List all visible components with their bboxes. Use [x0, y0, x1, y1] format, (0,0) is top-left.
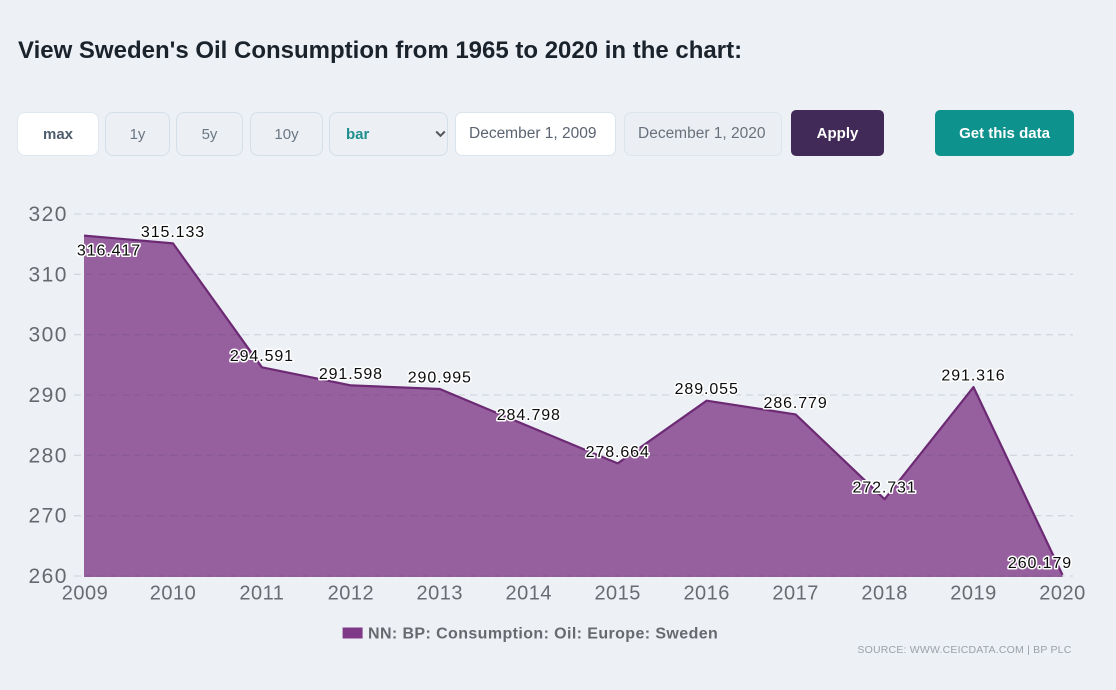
svg-text:315.133: 315.133	[141, 224, 205, 241]
svg-text:278.664: 278.664	[586, 444, 650, 461]
svg-text:2017: 2017	[772, 583, 819, 605]
svg-text:289.055: 289.055	[675, 381, 739, 398]
svg-text:2012: 2012	[328, 583, 375, 605]
svg-text:290.995: 290.995	[408, 370, 472, 387]
svg-text:260.179: 260.179	[1008, 555, 1072, 572]
svg-text:316.417: 316.417	[77, 243, 141, 260]
svg-text:2019: 2019	[950, 583, 997, 605]
svg-text:2014: 2014	[506, 583, 553, 605]
svg-text:2011: 2011	[239, 583, 284, 605]
svg-text:300: 300	[28, 324, 68, 347]
svg-text:2020: 2020	[1039, 583, 1086, 605]
svg-text:320: 320	[28, 203, 68, 226]
svg-text:260: 260	[28, 565, 68, 588]
svg-text:2009: 2009	[62, 583, 109, 605]
svg-text:290: 290	[28, 384, 68, 407]
svg-text:286.779: 286.779	[764, 395, 828, 412]
svg-text:291.598: 291.598	[319, 366, 383, 383]
svg-text:294.591: 294.591	[230, 348, 294, 365]
svg-text:2013: 2013	[417, 583, 464, 605]
svg-text:284.798: 284.798	[497, 407, 561, 424]
svg-text:272.731: 272.731	[853, 480, 917, 497]
svg-text:NN: BP: Consumption: Oil: Euro: NN: BP: Consumption: Oil: Europe: Sweden	[368, 626, 718, 643]
svg-text:280: 280	[28, 444, 68, 467]
svg-text:291.316: 291.316	[941, 368, 1005, 385]
svg-text:2010: 2010	[150, 583, 197, 605]
svg-text:SOURCE: WWW.CEICDATA.COM | BP: SOURCE: WWW.CEICDATA.COM | BP PLC	[857, 644, 1071, 656]
svg-text:270: 270	[28, 505, 68, 528]
svg-text:2016: 2016	[683, 583, 730, 605]
svg-text:310: 310	[28, 263, 68, 286]
svg-text:2015: 2015	[594, 583, 641, 605]
svg-text:2018: 2018	[861, 583, 908, 605]
